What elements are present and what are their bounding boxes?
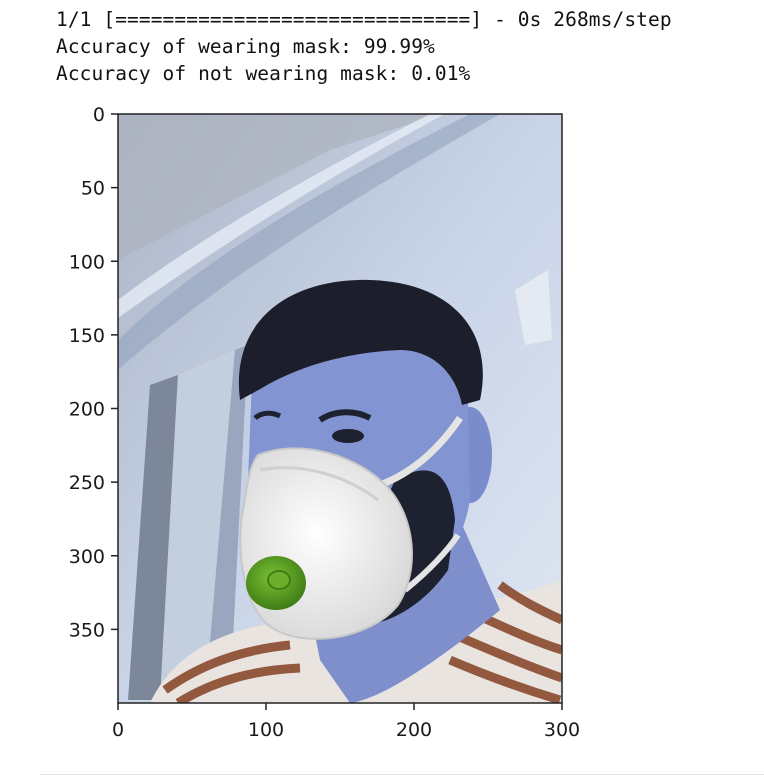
y-tick-label: 250 — [69, 472, 105, 494]
y-tick-label: 0 — [93, 104, 105, 126]
cell-output: 1/1 [==============================] - 0… — [56, 6, 672, 87]
x-axis: 0 100 200 300 — [112, 703, 580, 741]
y-axis: 0 50 100 150 200 250 300 350 — [69, 104, 118, 641]
x-tick-label: 300 — [544, 719, 580, 741]
y-tick-label: 100 — [69, 251, 105, 273]
photo-man-wearing-mask — [118, 114, 562, 703]
mask-accuracy-line: Accuracy of wearing mask: 99.99% — [56, 35, 435, 58]
progress-line: 1/1 [==============================] - 0… — [56, 8, 672, 31]
x-tick-label: 0 — [112, 719, 124, 741]
cell-divider — [40, 774, 764, 775]
y-tick-label: 200 — [69, 399, 105, 421]
no-mask-accuracy-line: Accuracy of not wearing mask: 0.01% — [56, 62, 471, 85]
x-tick-label: 100 — [248, 719, 284, 741]
y-tick-label: 350 — [69, 619, 105, 641]
x-tick-label: 200 — [396, 719, 432, 741]
y-tick-label: 150 — [69, 325, 105, 347]
y-tick-label: 50 — [81, 178, 105, 200]
y-tick-label: 300 — [69, 546, 105, 568]
